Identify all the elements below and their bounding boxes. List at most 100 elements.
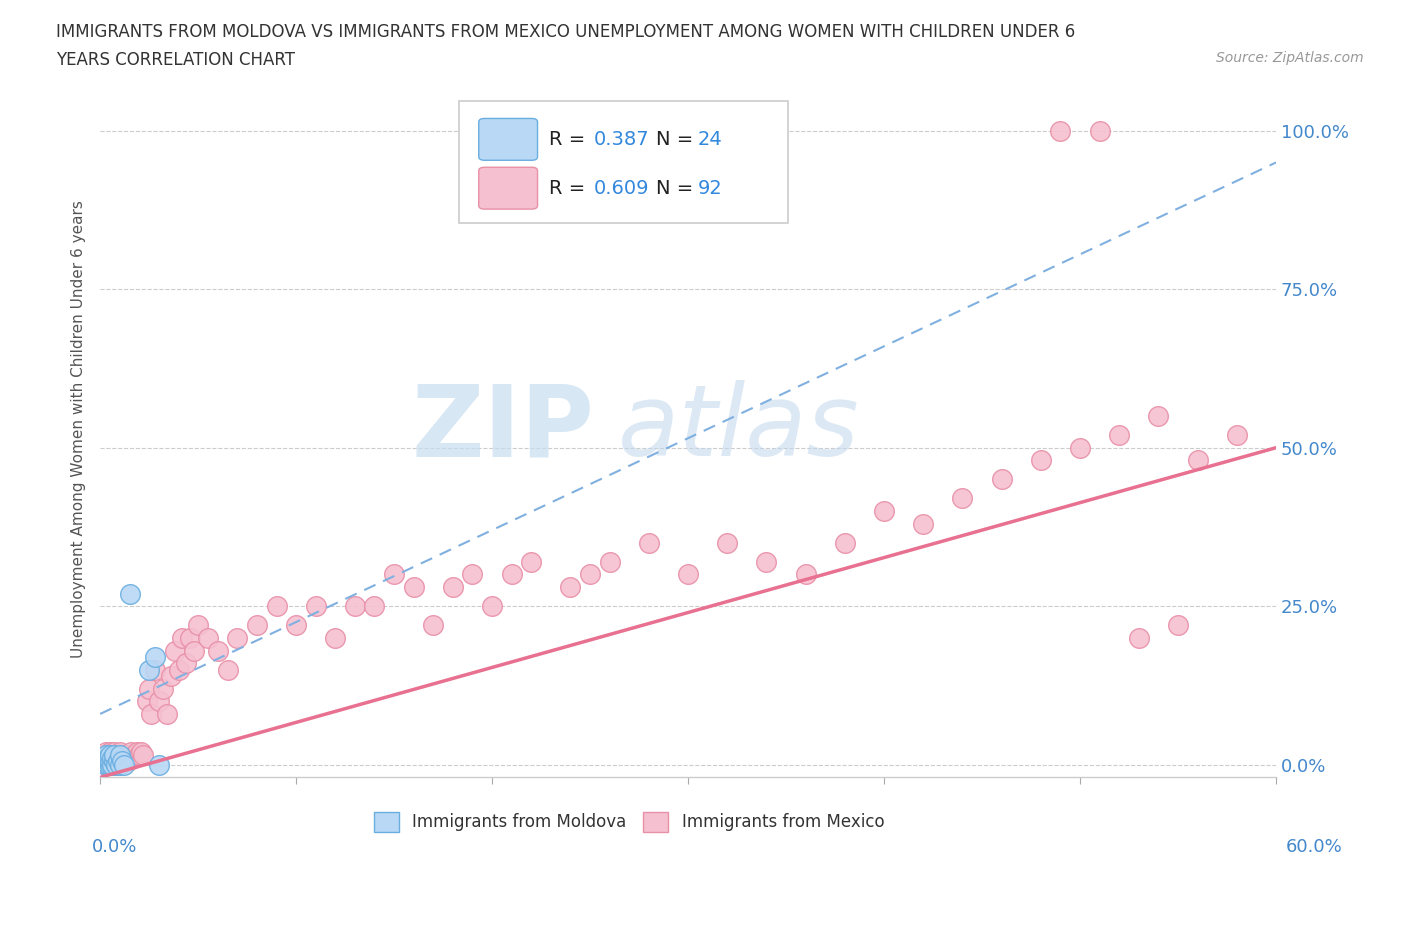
Point — [637, 536, 659, 551]
Text: N =: N = — [657, 179, 700, 198]
Point — [138, 662, 160, 677]
Point — [104, 754, 127, 769]
Point — [323, 631, 346, 645]
Point — [520, 554, 543, 569]
Point — [176, 656, 198, 671]
Point — [1128, 631, 1150, 645]
Point — [98, 754, 121, 769]
Point — [217, 662, 239, 677]
Point — [112, 754, 135, 769]
Point — [305, 599, 328, 614]
Text: Source: ZipAtlas.com: Source: ZipAtlas.com — [1216, 51, 1364, 65]
FancyBboxPatch shape — [479, 167, 537, 209]
Point — [94, 757, 117, 772]
Point — [461, 567, 484, 582]
Point — [98, 748, 121, 763]
Point — [132, 748, 155, 763]
Point — [97, 751, 120, 765]
Point — [179, 631, 201, 645]
Point — [94, 754, 117, 769]
Point — [98, 751, 121, 765]
Point — [97, 751, 120, 765]
Point — [873, 504, 896, 519]
Point — [990, 472, 1012, 487]
Point — [94, 757, 117, 772]
Point — [579, 567, 602, 582]
Text: IMMIGRANTS FROM MOLDOVA VS IMMIGRANTS FROM MEXICO UNEMPLOYMENT AMONG WOMEN WITH : IMMIGRANTS FROM MOLDOVA VS IMMIGRANTS FR… — [56, 23, 1076, 41]
Point — [103, 757, 125, 772]
Point — [148, 694, 170, 709]
Point — [136, 694, 159, 709]
Point — [129, 745, 152, 760]
Point — [1049, 124, 1071, 139]
Point — [101, 751, 124, 765]
Legend: Immigrants from Moldova, Immigrants from Mexico: Immigrants from Moldova, Immigrants from… — [367, 805, 891, 839]
Point — [716, 536, 738, 551]
Point — [124, 748, 146, 763]
Point — [94, 751, 117, 765]
Point — [103, 748, 125, 763]
Point — [108, 757, 131, 772]
Point — [114, 751, 136, 765]
Point — [246, 618, 269, 632]
Point — [108, 754, 131, 769]
Point — [163, 644, 186, 658]
Point — [139, 707, 162, 722]
Text: 92: 92 — [697, 179, 723, 198]
Point — [111, 754, 134, 769]
Point — [118, 586, 141, 601]
Point — [402, 579, 425, 594]
Point — [441, 579, 464, 594]
Text: N =: N = — [657, 130, 700, 149]
Point — [1147, 408, 1170, 423]
Point — [382, 567, 405, 582]
Point — [104, 748, 127, 763]
Point — [101, 757, 124, 772]
Point — [599, 554, 621, 569]
Point — [138, 681, 160, 696]
Point — [103, 745, 125, 760]
Point — [197, 631, 219, 645]
Point — [1167, 618, 1189, 632]
Point — [1029, 453, 1052, 468]
Point — [98, 757, 121, 772]
Point — [122, 751, 145, 765]
Point — [101, 754, 124, 769]
Point — [101, 757, 124, 772]
Text: 0.0%: 0.0% — [91, 838, 136, 856]
Text: R =: R = — [550, 130, 592, 149]
Point — [950, 491, 973, 506]
Point — [422, 618, 444, 632]
Point — [1108, 428, 1130, 443]
Point — [107, 751, 129, 765]
Point — [104, 757, 127, 772]
Point — [103, 751, 125, 765]
Point — [103, 754, 125, 769]
Text: ZIP: ZIP — [411, 380, 593, 477]
Point — [183, 644, 205, 658]
FancyBboxPatch shape — [458, 101, 787, 223]
Text: R =: R = — [550, 179, 592, 198]
Point — [94, 748, 117, 763]
Point — [207, 644, 229, 658]
Point — [148, 757, 170, 772]
Point — [1088, 124, 1111, 139]
Point — [94, 751, 117, 765]
Point — [152, 681, 174, 696]
Point — [98, 757, 121, 772]
Point — [159, 669, 181, 684]
Point — [834, 536, 856, 551]
Text: atlas: atlas — [617, 380, 859, 477]
Point — [108, 748, 131, 763]
Point — [501, 567, 523, 582]
Point — [128, 748, 150, 763]
Point — [226, 631, 249, 645]
Point — [755, 554, 778, 569]
Text: 24: 24 — [697, 130, 723, 149]
Point — [143, 649, 166, 664]
Point — [794, 567, 817, 582]
Point — [118, 748, 141, 763]
Point — [108, 748, 131, 763]
Point — [97, 757, 120, 772]
Point — [97, 757, 120, 772]
